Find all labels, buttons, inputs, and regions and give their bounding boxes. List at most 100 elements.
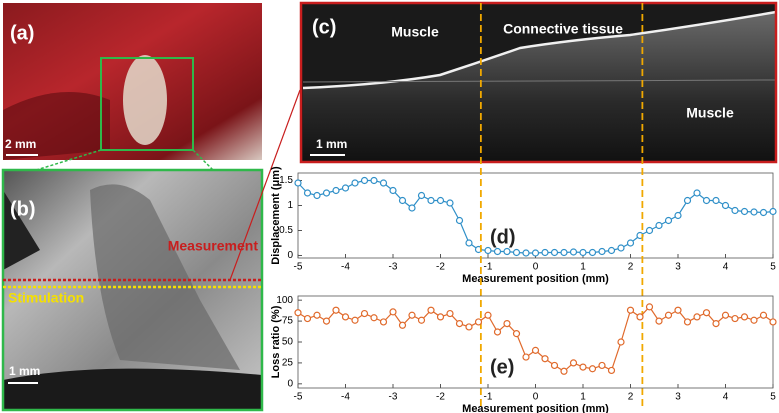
- charts: 0 0.5 1 1.5 -5 -4 -3 -2 -1 0 1 2 3 4 5 Measurement posi…: [270, 3, 777, 413]
- data-point: [512, 248, 521, 257]
- data-point: [598, 361, 606, 370]
- data-point: [294, 309, 302, 317]
- data-point: [626, 239, 635, 247]
- y-tick-label: 1.5: [279, 175, 293, 186]
- panel-label: (e): [490, 356, 514, 378]
- y-tick-label: 1: [287, 200, 293, 211]
- x-tick-label: 2: [628, 392, 634, 403]
- data-point: [332, 186, 340, 195]
- data-point: [474, 318, 483, 326]
- data-point: [693, 189, 701, 197]
- region-label: Muscle: [686, 105, 734, 121]
- data-point: [731, 314, 739, 323]
- data-point: [712, 196, 720, 205]
- data-point: [664, 311, 673, 319]
- data-point: [294, 179, 302, 187]
- data-point: [655, 221, 663, 230]
- data-point: [503, 247, 511, 256]
- x-tick-label: -1: [484, 392, 493, 403]
- scale-bar-label: 1 mm: [9, 364, 40, 378]
- data-point: [617, 244, 625, 252]
- data-point: [645, 303, 654, 311]
- data-point: [332, 306, 340, 314]
- scale-bar-label: 2 mm: [5, 137, 36, 151]
- y-axis-label: Loss ratio (%): [270, 305, 282, 378]
- data-point: [693, 313, 701, 321]
- data-point: [683, 196, 692, 205]
- x-tick-label: 2: [628, 262, 634, 273]
- x-tick-label: -4: [341, 262, 350, 273]
- panel-label: (b): [10, 198, 36, 220]
- data-point: [550, 248, 559, 257]
- data-point: [379, 318, 388, 326]
- data-point: [427, 196, 435, 205]
- data-point: [740, 313, 749, 321]
- data-point: [664, 216, 673, 225]
- y-tick-label: 0: [287, 378, 293, 389]
- photo-b: (b) Measurement Stimulation 1 mm: [1, 168, 264, 412]
- data-point: [531, 249, 540, 257]
- data-point: [503, 320, 511, 328]
- data-point: [607, 366, 616, 375]
- x-tick-label: 5: [770, 262, 776, 273]
- x-tick-label: -5: [294, 392, 303, 403]
- data-point: [636, 313, 644, 321]
- data-line: [297, 305, 774, 373]
- data-point: [379, 179, 388, 187]
- data-point: [322, 317, 331, 325]
- data-point: [683, 318, 692, 326]
- data-point: [769, 318, 777, 326]
- data-point: [522, 249, 530, 257]
- x-tick-label: -5: [294, 262, 303, 273]
- data-point: [607, 246, 616, 255]
- x-tick-label: 0: [533, 392, 539, 403]
- data-point: [484, 246, 492, 255]
- data-line: [297, 179, 774, 254]
- data-point: [512, 330, 521, 338]
- data-point: [427, 306, 435, 314]
- data-point: [408, 204, 416, 212]
- x-tick-label: 1: [580, 262, 586, 273]
- data-point: [313, 311, 321, 319]
- data-point: [598, 247, 606, 256]
- data-point: [351, 316, 359, 324]
- x-tick-label: 1: [580, 392, 586, 403]
- data-point: [550, 361, 559, 370]
- data-point: [370, 314, 378, 322]
- data-point: [721, 311, 730, 319]
- panel-label: (c): [312, 16, 336, 38]
- x-tick-label: 3: [675, 262, 681, 273]
- data-point: [569, 248, 578, 256]
- data-point: [341, 313, 350, 321]
- panel-label: (d): [490, 226, 516, 248]
- data-point: [617, 338, 625, 346]
- data-point: [674, 306, 682, 314]
- data-point: [389, 186, 397, 195]
- x-axis-label: Measurement position (mm): [462, 273, 609, 285]
- data-point: [408, 311, 416, 319]
- x-tick-label: -3: [389, 392, 398, 403]
- data-point: [674, 211, 682, 220]
- data-point: [560, 367, 568, 375]
- data-point: [493, 247, 502, 256]
- data-point: [740, 207, 749, 216]
- image-c: (c) Muscle Connective tissue Muscle 1 mm: [299, 1, 778, 164]
- x-tick-label: -2: [436, 392, 445, 403]
- data-point: [351, 179, 359, 187]
- data-point: [579, 363, 587, 371]
- data-point: [588, 365, 597, 373]
- x-axis-label: Measurement position (mm): [462, 403, 609, 413]
- data-point: [569, 359, 578, 367]
- data-point: [341, 184, 350, 192]
- x-tick-label: -2: [436, 262, 445, 273]
- x-tick-label: 0: [533, 262, 539, 273]
- data-point: [712, 320, 720, 328]
- region-label: Muscle: [391, 24, 439, 40]
- data-point: [626, 306, 635, 314]
- data-point: [702, 196, 711, 205]
- stimulation-label: Stimulation: [8, 290, 84, 306]
- data-point: [522, 353, 530, 361]
- x-tick-label: 3: [675, 392, 681, 403]
- y-tick-label: 50: [282, 337, 294, 348]
- data-point: [759, 208, 768, 217]
